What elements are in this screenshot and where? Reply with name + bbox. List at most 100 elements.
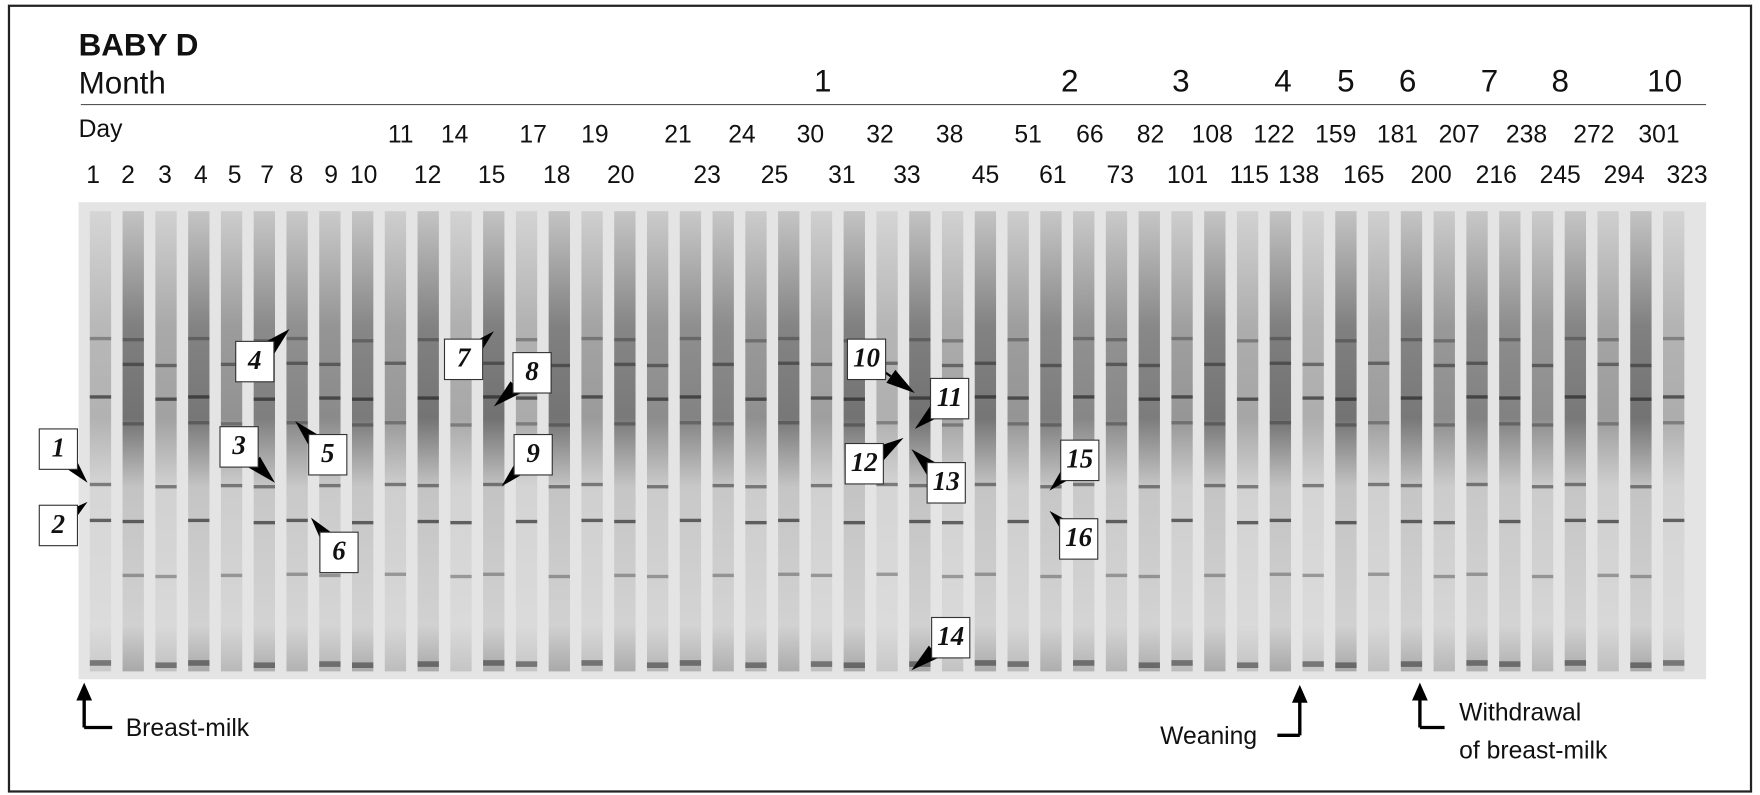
- band: [286, 336, 308, 341]
- band: [483, 572, 505, 576]
- day: 12: [414, 162, 441, 189]
- band: [1302, 573, 1324, 578]
- band: [1236, 397, 1259, 401]
- band: [581, 660, 603, 666]
- arrow-heads: [76, 682, 1428, 703]
- band: [515, 519, 538, 524]
- day: 7: [260, 162, 274, 189]
- band: [1368, 572, 1390, 576]
- marker-box: [846, 338, 887, 381]
- band: [1499, 519, 1521, 524]
- lane: [1663, 211, 1685, 672]
- lane: [581, 211, 603, 672]
- band: [1040, 574, 1062, 579]
- band: [319, 362, 341, 367]
- lane: [1105, 211, 1128, 672]
- band: [319, 483, 341, 488]
- day: 14: [441, 121, 468, 148]
- marker-box: [308, 433, 348, 476]
- band: [515, 338, 538, 342]
- band: [1663, 518, 1685, 523]
- lane: [253, 211, 275, 672]
- day: 4: [194, 162, 208, 189]
- band: [679, 660, 702, 666]
- band: [1564, 482, 1587, 487]
- band: [1269, 421, 1292, 425]
- lane: [1368, 211, 1390, 672]
- band: [1171, 336, 1193, 341]
- day: 19: [581, 121, 608, 148]
- title: BABY D: [79, 28, 199, 63]
- band: [155, 662, 177, 669]
- band: [286, 572, 308, 576]
- band: [843, 662, 865, 669]
- band: [220, 362, 243, 367]
- band: [122, 338, 144, 342]
- marker-box: [1059, 518, 1099, 560]
- lane: [1171, 211, 1193, 672]
- band: [483, 361, 505, 365]
- band: [679, 518, 702, 523]
- band: [1564, 395, 1587, 399]
- marker-box: [38, 504, 79, 547]
- band: [319, 573, 341, 578]
- day: 138: [1278, 162, 1319, 189]
- band: [679, 395, 702, 399]
- band: [352, 520, 374, 525]
- marker-box: [512, 352, 552, 394]
- band: [1204, 483, 1226, 488]
- band: [1630, 662, 1652, 669]
- band: [548, 574, 570, 579]
- band: [253, 520, 275, 525]
- band: [909, 519, 931, 524]
- day: 23: [693, 162, 720, 189]
- lane: [1433, 211, 1455, 672]
- day: 8: [289, 162, 303, 189]
- band: [1007, 396, 1029, 400]
- band: [974, 660, 997, 666]
- band: [1663, 421, 1685, 425]
- band: [352, 397, 374, 401]
- day: 20: [607, 162, 634, 189]
- marker-label: 14: [937, 621, 964, 651]
- marker-label: 4: [247, 345, 261, 375]
- month: 8: [1551, 64, 1568, 99]
- day: 181: [1377, 121, 1418, 148]
- band: [1236, 485, 1259, 489]
- month: 2: [1061, 64, 1078, 99]
- band: [646, 574, 669, 579]
- day: 238: [1506, 121, 1547, 148]
- arrow-head: [1412, 682, 1428, 701]
- band: [1105, 573, 1128, 578]
- lane: [1138, 211, 1160, 672]
- band: [1564, 660, 1587, 666]
- month: 1: [814, 64, 831, 99]
- lane: [941, 211, 964, 672]
- band: [188, 660, 210, 666]
- band: [974, 572, 997, 576]
- lane: [810, 211, 833, 672]
- gel-lanes: [89, 211, 1685, 672]
- day: 272: [1573, 121, 1614, 148]
- band: [1531, 485, 1554, 489]
- band: [1040, 363, 1062, 368]
- band: [122, 573, 144, 578]
- band: [1433, 574, 1455, 579]
- band: [89, 518, 112, 523]
- day: 159: [1315, 121, 1356, 148]
- band: [778, 421, 800, 425]
- marker-box: [513, 433, 553, 476]
- band: [1433, 363, 1455, 368]
- band: [712, 362, 734, 367]
- band: [352, 662, 374, 669]
- band: [1663, 395, 1685, 399]
- band: [450, 423, 472, 427]
- band: [450, 574, 472, 579]
- day: 101: [1167, 162, 1208, 189]
- band: [1105, 422, 1128, 426]
- day: 73: [1106, 162, 1133, 189]
- band: [1531, 363, 1554, 368]
- day: 108: [1192, 121, 1233, 148]
